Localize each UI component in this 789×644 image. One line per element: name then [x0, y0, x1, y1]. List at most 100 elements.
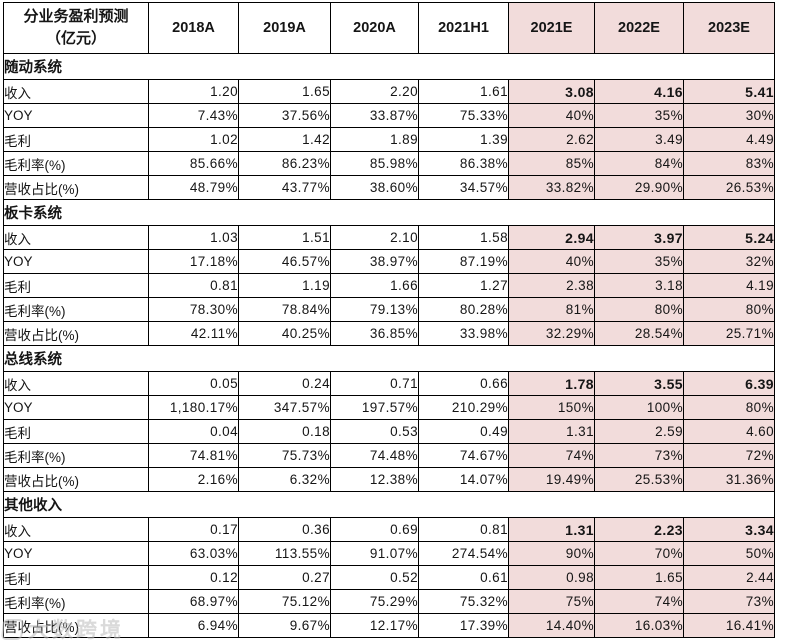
row-label: 毛利率(%): [3, 589, 149, 614]
cell-2021e: 40%: [508, 103, 595, 128]
row-label: YOY: [3, 541, 149, 566]
cell-2019a: 0.24: [238, 371, 331, 396]
cell-2020a: 38.60%: [330, 175, 419, 200]
column-header-2021h1: 2021H1: [418, 2, 509, 54]
cell-2018a: 2.16%: [148, 467, 239, 492]
row-label: 毛利: [3, 273, 149, 298]
cell-2020a: 0.53: [330, 419, 419, 444]
cell-2022e: 80%: [594, 297, 684, 322]
cell-2021e: 3.08: [508, 79, 595, 104]
cell-2021h1: 34.57%: [418, 175, 509, 200]
cell-2021e: 40%: [508, 249, 595, 274]
cell-2020a: 85.98%: [330, 151, 419, 176]
cell-2023e: 5.24: [683, 225, 775, 250]
cell-2022e: 84%: [594, 151, 684, 176]
cell-2020a: 79.13%: [330, 297, 419, 322]
table-row: 收入 0.05 0.24 0.71 0.66 1.78 3.55 6.39: [3, 371, 775, 396]
table-title: 分业务盈利预测 （亿元）: [3, 2, 149, 54]
cell-2021h1: 75.33%: [418, 103, 509, 128]
table-row: YOY 1,180.17% 347.57% 197.57% 210.29% 150% 100…: [3, 395, 775, 420]
cell-2018a: 78.30%: [148, 297, 239, 322]
table-row: 毛利率(%) 74.81% 75.73% 74.48% 74.67% 74% 73% 72%: [3, 443, 775, 468]
table-row: 毛利率(%) 78.30% 78.84% 79.13% 80.28% 81% 80% 80%: [3, 297, 775, 322]
table-row: 毛利 0.04 0.18 0.53 0.49 1.31 2.59 4.60: [3, 419, 775, 444]
cell-2023e: 2.44: [683, 565, 775, 590]
cell-2019a: 86.23%: [238, 151, 331, 176]
section-header-row: 其他收入: [3, 491, 775, 518]
cell-2021e: 32.29%: [508, 321, 595, 346]
cell-2023e: 3.34: [683, 517, 775, 542]
cell-2023e: 83%: [683, 151, 775, 176]
cell-2023e: 16.41%: [683, 613, 775, 638]
cell-2021h1: 1.39: [418, 127, 509, 152]
cell-2018a: 17.18%: [148, 249, 239, 274]
header-row: 分业务盈利预测 （亿元） 2018A 2019A 2020A 2021H1 2021E 2…: [3, 2, 775, 54]
cell-2019a: 78.84%: [238, 297, 331, 322]
cell-2023e: 32%: [683, 249, 775, 274]
cell-2022e: 1.65: [594, 565, 684, 590]
table-row: 收入 0.17 0.36 0.69 0.81 1.31 2.23 3.34: [3, 517, 775, 542]
cell-2021h1: 14.07%: [418, 467, 509, 492]
section-title: 板卡系统: [3, 199, 775, 226]
cell-2021h1: 0.66: [418, 371, 509, 396]
table-row: YOY 63.03% 113.55% 91.07% 274.54% 90% 70% 50%: [3, 541, 775, 566]
cell-2021h1: 87.19%: [418, 249, 509, 274]
cell-2019a: 1.42: [238, 127, 331, 152]
cell-2022e: 28.54%: [594, 321, 684, 346]
row-label: 营收占比(%): [3, 467, 149, 492]
cell-2020a: 75.29%: [330, 589, 419, 614]
cell-2019a: 1.51: [238, 225, 331, 250]
column-header-2020a: 2020A: [330, 2, 419, 54]
cell-2021e: 1.31: [508, 419, 595, 444]
row-label: 收入: [3, 225, 149, 250]
table-row: 毛利 1.02 1.42 1.89 1.39 2.62 3.49 4.49: [3, 127, 775, 152]
cell-2018a: 6.94%: [148, 613, 239, 638]
cell-2021e: 1.78: [508, 371, 595, 396]
cell-2020a: 197.57%: [330, 395, 419, 420]
row-label: 收入: [3, 371, 149, 396]
section-title: 其他收入: [3, 491, 775, 518]
cell-2023e: 6.39: [683, 371, 775, 396]
cell-2022e: 3.55: [594, 371, 684, 396]
cell-2023e: 4.60: [683, 419, 775, 444]
row-label: 营收占比(%): [3, 613, 149, 638]
cell-2022e: 100%: [594, 395, 684, 420]
table-row: 营收占比(%) 48.79% 43.77% 38.60% 34.57% 33.82% 29.…: [3, 175, 775, 200]
cell-2018a: 1,180.17%: [148, 395, 239, 420]
cell-2019a: 0.27: [238, 565, 331, 590]
cell-2019a: 1.19: [238, 273, 331, 298]
cell-2020a: 2.20: [330, 79, 419, 104]
cell-2019a: 75.12%: [238, 589, 331, 614]
cell-2023e: 5.41: [683, 79, 775, 104]
cell-2023e: 25.71%: [683, 321, 775, 346]
cell-2020a: 0.71: [330, 371, 419, 396]
cell-2021h1: 1.61: [418, 79, 509, 104]
column-header-2022e: 2022E: [594, 2, 684, 54]
cell-2020a: 12.17%: [330, 613, 419, 638]
cell-2018a: 42.11%: [148, 321, 239, 346]
cell-2021h1: 1.58: [418, 225, 509, 250]
cell-2023e: 72%: [683, 443, 775, 468]
cell-2019a: 0.36: [238, 517, 331, 542]
row-label: 毛利: [3, 565, 149, 590]
cell-2022e: 3.18: [594, 273, 684, 298]
table-title-line2: （亿元）: [45, 30, 106, 47]
cell-2023e: 80%: [683, 395, 775, 420]
cell-2018a: 1.02: [148, 127, 239, 152]
table-row: 收入 1.03 1.51 2.10 1.58 2.94 3.97 5.24: [3, 225, 775, 250]
cell-2021e: 81%: [508, 297, 595, 322]
cell-2021h1: 0.49: [418, 419, 509, 444]
section-title: 随动系统: [3, 53, 775, 80]
row-label: 毛利: [3, 127, 149, 152]
cell-2023e: 73%: [683, 589, 775, 614]
cell-2021h1: 80.28%: [418, 297, 509, 322]
cell-2020a: 36.85%: [330, 321, 419, 346]
cell-2021h1: 0.61: [418, 565, 509, 590]
cell-2022e: 29.90%: [594, 175, 684, 200]
table-row: 毛利 0.81 1.19 1.66 1.27 2.38 3.18 4.19: [3, 273, 775, 298]
cell-2021e: 2.94: [508, 225, 595, 250]
cell-2022e: 2.59: [594, 419, 684, 444]
cell-2021e: 33.82%: [508, 175, 595, 200]
cell-2018a: 0.17: [148, 517, 239, 542]
section-header-row: 板卡系统: [3, 199, 775, 226]
